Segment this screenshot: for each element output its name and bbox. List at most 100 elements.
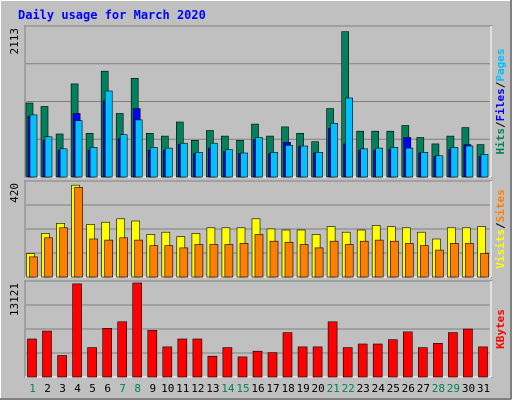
bar-kbytes-day-14 [222,347,233,378]
x-tick-day-20: 20 [311,382,324,395]
legend-bottom: KBytes [494,309,507,349]
x-tick-day-13: 13 [206,382,219,395]
legend-item-sites: Sites [494,189,507,222]
x-tick-day-10: 10 [161,382,174,395]
x-tick-day-18: 18 [281,382,294,395]
legend-item-visits: Visits [494,229,507,269]
bar-sites-day-31 [480,253,489,278]
x-tick-day-11: 11 [176,382,189,395]
bar-sites-day-24 [374,239,384,278]
x-tick-day-14: 14 [221,382,235,395]
bar-pages-day-20 [315,152,323,178]
bar-pages-day-30 [465,145,474,178]
bar-pages-day-5 [89,147,98,178]
x-tick-day-30: 30 [462,382,475,395]
bar-kbytes-day-16 [252,350,263,378]
bar-kbytes-day-22 [342,347,353,378]
bar-pages-day-21 [330,123,338,178]
bar-pages-day-17 [270,152,278,178]
x-tick-day-6: 6 [104,382,111,395]
legend-item-kbytes: KBytes [494,309,507,349]
bar-kbytes-day-28 [433,342,443,378]
bar-sites-day-6 [104,239,113,278]
bar-sites-day-25 [389,240,399,278]
bar-pages-day-24 [375,147,384,178]
bar-sites-day-26 [404,243,414,278]
bar-kbytes-day-20 [312,346,323,378]
bar-pages-day-18 [285,145,293,178]
bar-pages-day-10 [165,147,173,178]
x-tick-day-23: 23 [357,382,370,395]
bar-kbytes-day-15 [237,356,248,378]
bar-sites-day-11 [179,247,189,278]
bar-kbytes-day-5 [87,347,97,378]
x-tick-day-1: 1 [29,382,36,395]
bar-sites-day-28 [435,249,444,278]
bar-kbytes-day-19 [297,346,308,378]
bar-pages-day-7 [119,134,128,178]
legend-item-hits: Hits [494,128,507,155]
x-tick-day-8: 8 [134,382,141,395]
bar-kbytes-day-30 [463,328,473,378]
bar-sites-day-16 [254,234,264,278]
bar-kbytes-day-4 [72,283,82,378]
legend-text: Visits/Sites [494,189,507,269]
bar-kbytes-day-18 [282,332,293,378]
bar-pages-day-4 [74,120,83,178]
legend-middle: Visits/Sites [494,189,507,269]
chart-title: Daily usage for March 2020 [18,8,206,22]
x-tick-day-4: 4 [74,382,81,395]
bar-pages-day-16 [255,137,263,178]
bar-sites-day-29 [450,243,459,278]
x-tick-day-31: 31 [477,382,490,395]
bar-pages-day-12 [195,152,203,178]
bar-kbytes-day-3 [57,355,67,378]
legend-top: Hits/Files/Pages [494,49,507,155]
x-tick-day-9: 9 [149,382,156,395]
x-tick-day-28: 28 [432,382,445,395]
bar-kbytes-day-9 [147,330,158,378]
x-tick-day-5: 5 [89,382,96,395]
bar-sites-day-3 [59,227,68,278]
bar-sites-day-27 [419,245,429,278]
x-tick-day-2: 2 [44,382,51,395]
x-tick-day-25: 25 [387,382,400,395]
bar-kbytes-day-27 [417,347,428,378]
x-tick-day-24: 24 [372,382,386,395]
x-tick-day-3: 3 [59,382,66,395]
panel-visits-sites: 420 Visits/Sites [8,180,507,278]
bar-kbytes-day-17 [267,352,278,378]
x-tick-day-19: 19 [296,382,309,395]
bar-kbytes-day-12 [192,338,203,378]
bar-sites-day-19 [299,244,309,278]
bar-pages-day-1 [29,114,38,178]
bar-sites-day-5 [89,238,98,278]
legend-item-files: Files [494,88,507,121]
bar-sites-day-1 [29,256,38,278]
bar-kbytes-day-1 [27,338,37,378]
legend-text: KBytes [494,309,507,349]
bar-sites-day-18 [284,242,294,278]
legend-text: Hits/Files/Pages [494,49,507,155]
bar-sites-day-15 [239,243,249,278]
bar-sites-day-4 [74,187,83,278]
legend-item-pages: Pages [494,49,507,82]
bar-sites-day-10 [164,245,174,278]
bar-kbytes-day-26 [402,331,413,378]
bar-pages-day-25 [390,147,399,178]
bar-kbytes-day-6 [102,327,112,378]
bar-pages-day-31 [480,154,489,178]
x-tick-day-7: 7 [119,382,126,395]
bar-kbytes-day-13 [207,355,218,378]
bar-pages-day-13 [210,142,218,178]
bar-kbytes-day-21 [327,321,338,378]
bar-kbytes-day-8 [132,282,142,378]
bar-pages-day-6 [104,90,113,178]
bar-sites-day-21 [329,240,339,278]
bar-pages-day-23 [360,148,369,178]
bar-kbytes-day-24 [372,343,383,378]
panel-hits-files-pages: 2113 Hits/Files/Pages [8,25,507,178]
bar-sites-day-20 [314,247,324,278]
